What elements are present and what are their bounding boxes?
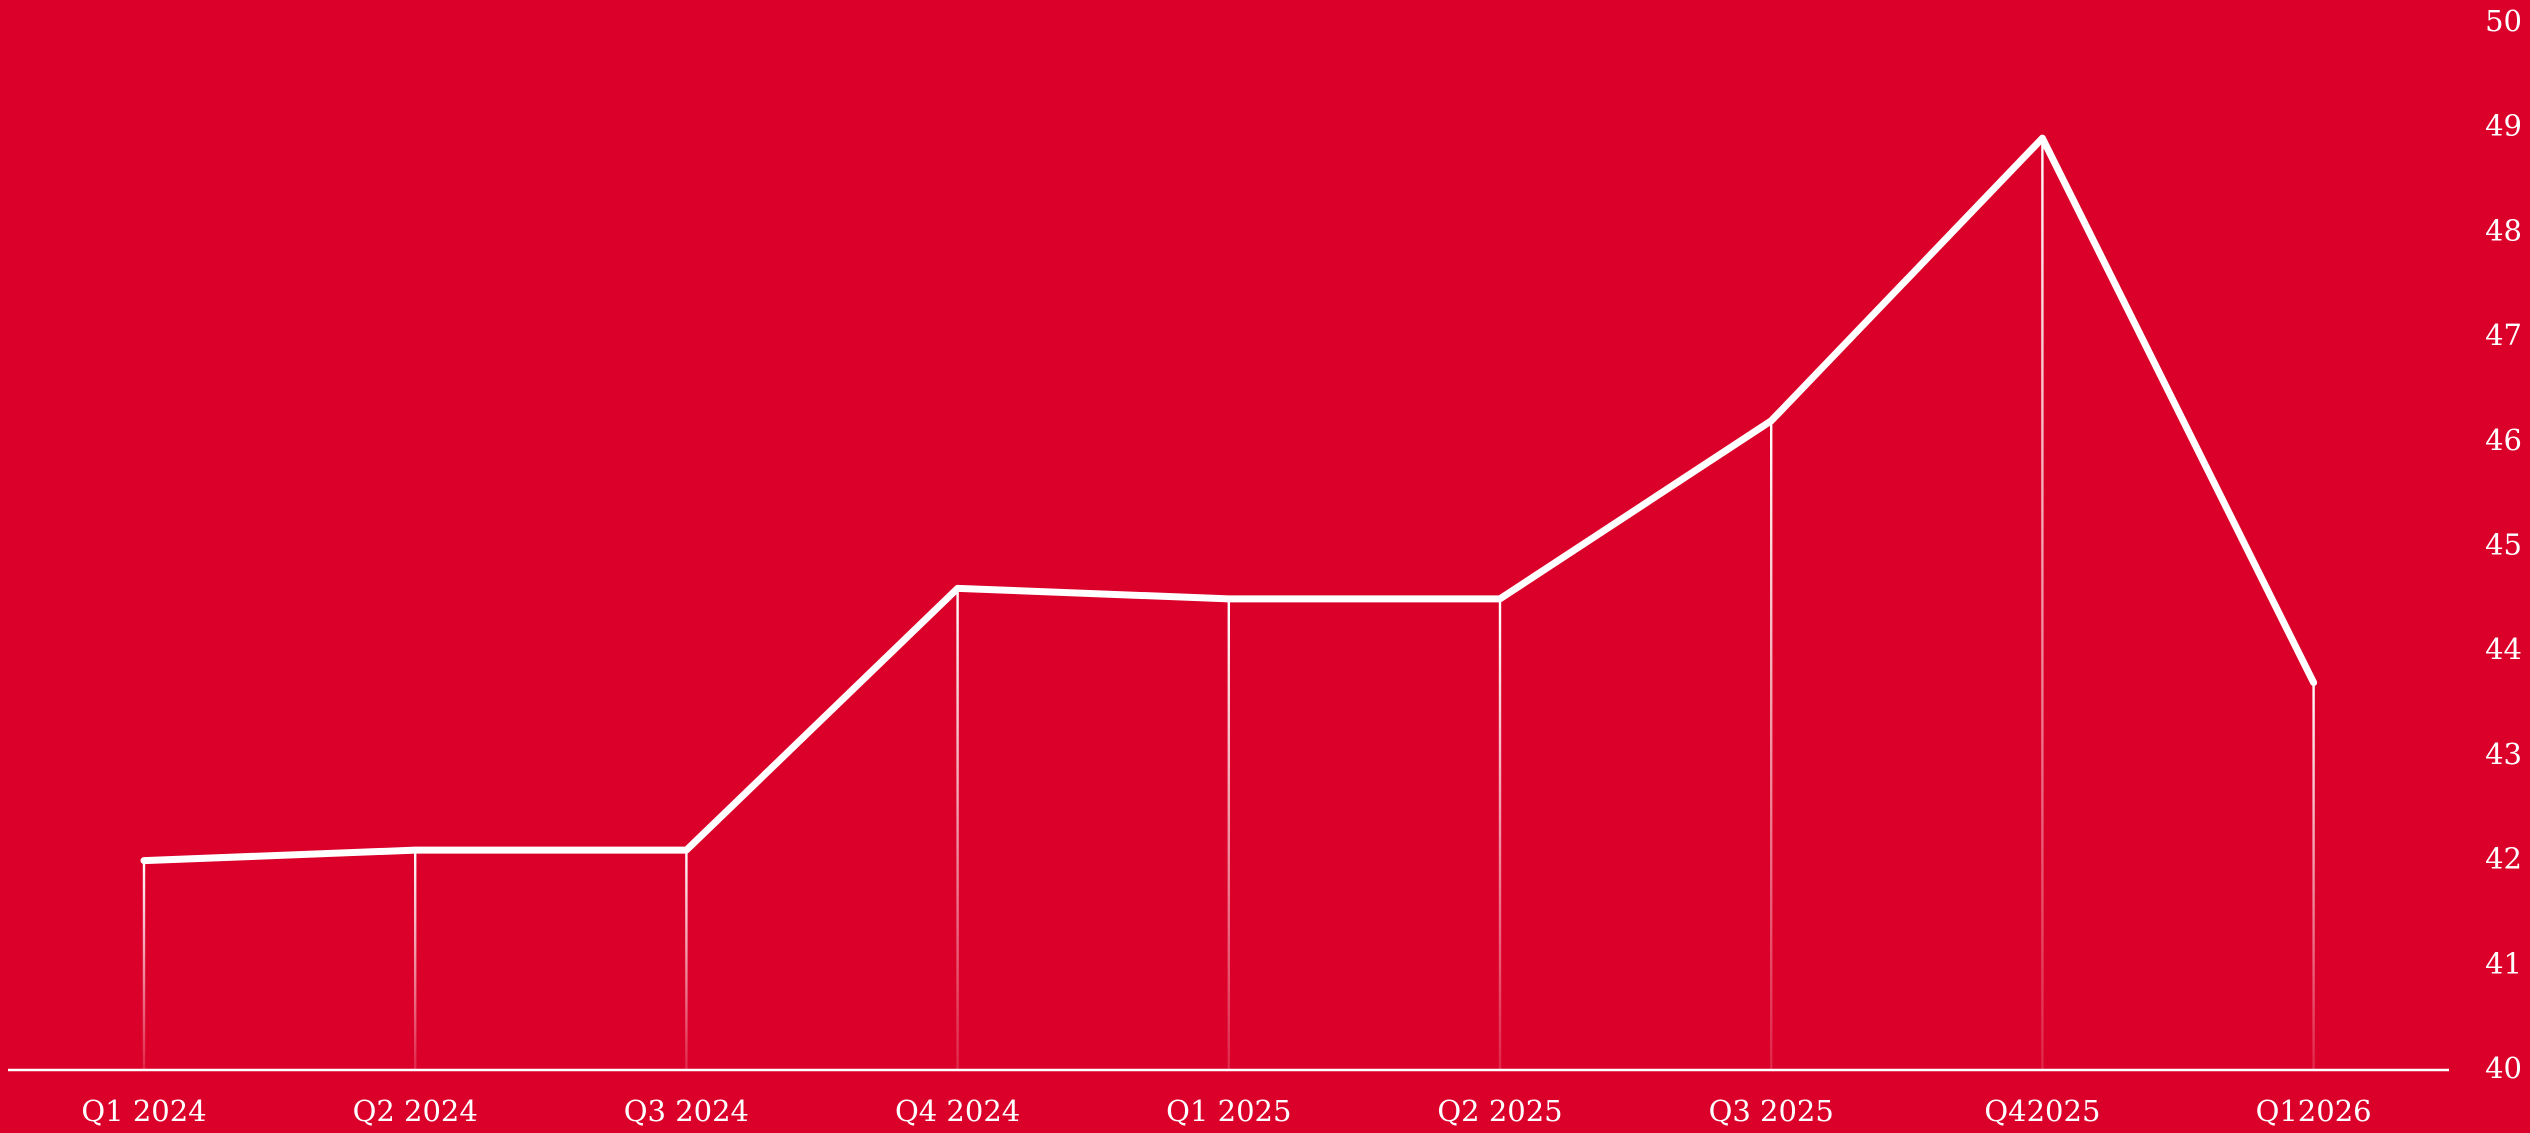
- drop-line: [956, 588, 959, 1070]
- y-tick-label: 46: [2485, 423, 2522, 457]
- drop-line: [2041, 138, 2044, 1071]
- y-tick-label: 44: [2485, 632, 2522, 666]
- y-tick-label: 42: [2485, 842, 2522, 876]
- drop-line: [414, 850, 417, 1070]
- x-tick-label: Q3 2025: [1709, 1094, 1834, 1128]
- x-tick-label: Q1 2024: [81, 1094, 206, 1128]
- drop-line: [142, 860, 146, 1070]
- y-tick-label: 50: [2485, 4, 2522, 38]
- drop-line: [685, 850, 688, 1070]
- y-tick-label: 48: [2485, 213, 2522, 247]
- y-tick-label: 45: [2485, 528, 2522, 562]
- x-tick-label: Q4 2024: [895, 1094, 1020, 1128]
- x-tick-label: Q1 2025: [1166, 1094, 1291, 1128]
- x-tick-label: Q2 2024: [353, 1094, 478, 1128]
- y-tick-label: 49: [2485, 109, 2522, 143]
- y-tick-label: 40: [2485, 1051, 2522, 1085]
- drop-line: [1770, 420, 1773, 1070]
- y-tick-label: 43: [2485, 737, 2522, 771]
- x-tick-label: Q3 2024: [624, 1094, 749, 1128]
- drop-line: [1227, 598, 1230, 1070]
- x-tick-label: Q2 2025: [1437, 1094, 1562, 1128]
- line: [140, 134, 2318, 865]
- x-tick-label: Q42025: [1984, 1094, 2100, 1128]
- y-tick-label: 41: [2485, 946, 2522, 980]
- y-tick-label: 47: [2485, 318, 2522, 352]
- x-tick-label: Q12026: [2256, 1094, 2372, 1128]
- drop-line: [2312, 682, 2315, 1070]
- drop-line: [1498, 598, 1502, 1070]
